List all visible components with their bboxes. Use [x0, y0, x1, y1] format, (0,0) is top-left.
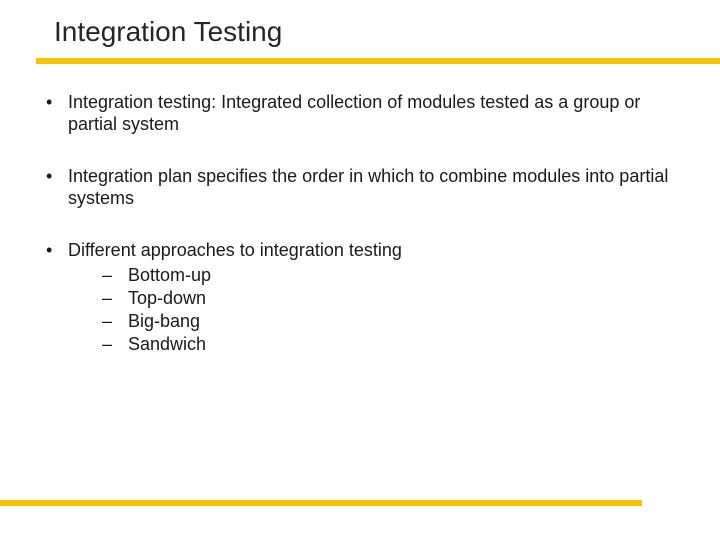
bullet-text: Integration plan specifies the order in …: [68, 166, 680, 210]
slide-body: • Integration testing: Integrated collec…: [42, 92, 680, 356]
slide-title: Integration Testing: [54, 16, 282, 48]
bullet-dot-icon: •: [42, 92, 68, 136]
bullet-text: Different approaches to integration test…: [68, 240, 680, 356]
bullet-label: Different approaches to integration test…: [68, 240, 402, 260]
sub-item: – Sandwich: [102, 333, 680, 356]
bullet-item: • Integration plan specifies the order i…: [42, 166, 680, 210]
sub-item-text: Top-down: [128, 287, 680, 310]
sub-item-text: Big-bang: [128, 310, 680, 333]
bullet-dot-icon: •: [42, 166, 68, 210]
sub-item: – Bottom-up: [102, 264, 680, 287]
dash-icon: –: [102, 287, 128, 310]
bullet-item: • Different approaches to integration te…: [42, 240, 680, 356]
dash-icon: –: [102, 264, 128, 287]
dash-icon: –: [102, 310, 128, 333]
sub-item-text: Sandwich: [128, 333, 680, 356]
bullet-text: Integration testing: Integrated collecti…: [68, 92, 680, 136]
divider-top: [36, 58, 720, 64]
dash-icon: –: [102, 333, 128, 356]
sub-item: – Top-down: [102, 287, 680, 310]
divider-bottom: [0, 500, 642, 506]
bullet-dot-icon: •: [42, 240, 68, 356]
sub-list: – Bottom-up – Top-down – Big-bang – Sand…: [68, 264, 680, 356]
sub-item-text: Bottom-up: [128, 264, 680, 287]
bullet-item: • Integration testing: Integrated collec…: [42, 92, 680, 136]
slide: Integration Testing • Integration testin…: [0, 0, 720, 540]
sub-item: – Big-bang: [102, 310, 680, 333]
